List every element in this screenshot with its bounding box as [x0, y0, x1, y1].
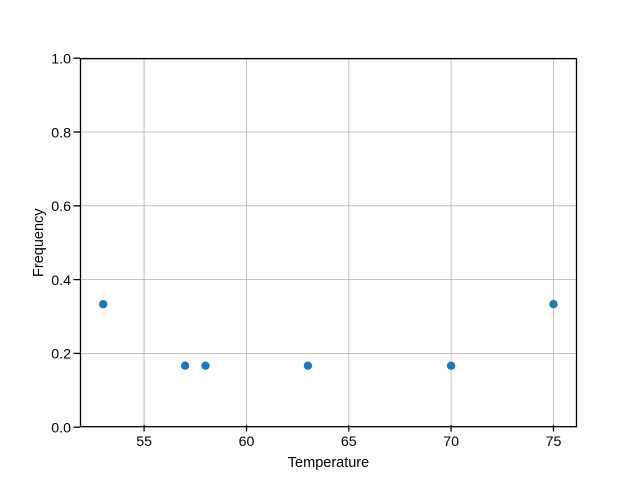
svg-text:70: 70 [443, 434, 459, 450]
svg-text:65: 65 [341, 434, 357, 450]
svg-text:55: 55 [136, 434, 152, 450]
svg-text:0.0: 0.0 [51, 421, 71, 437]
svg-text:Frequency: Frequency [31, 208, 47, 277]
svg-text:75: 75 [546, 434, 562, 450]
svg-text:Temperature: Temperature [288, 455, 369, 471]
svg-text:0.2: 0.2 [51, 347, 71, 363]
svg-text:60: 60 [239, 434, 255, 450]
svg-text:0.4: 0.4 [51, 273, 71, 289]
svg-text:0.8: 0.8 [51, 125, 71, 141]
svg-text:1.0: 1.0 [51, 52, 71, 68]
svg-text:0.6: 0.6 [51, 199, 71, 215]
